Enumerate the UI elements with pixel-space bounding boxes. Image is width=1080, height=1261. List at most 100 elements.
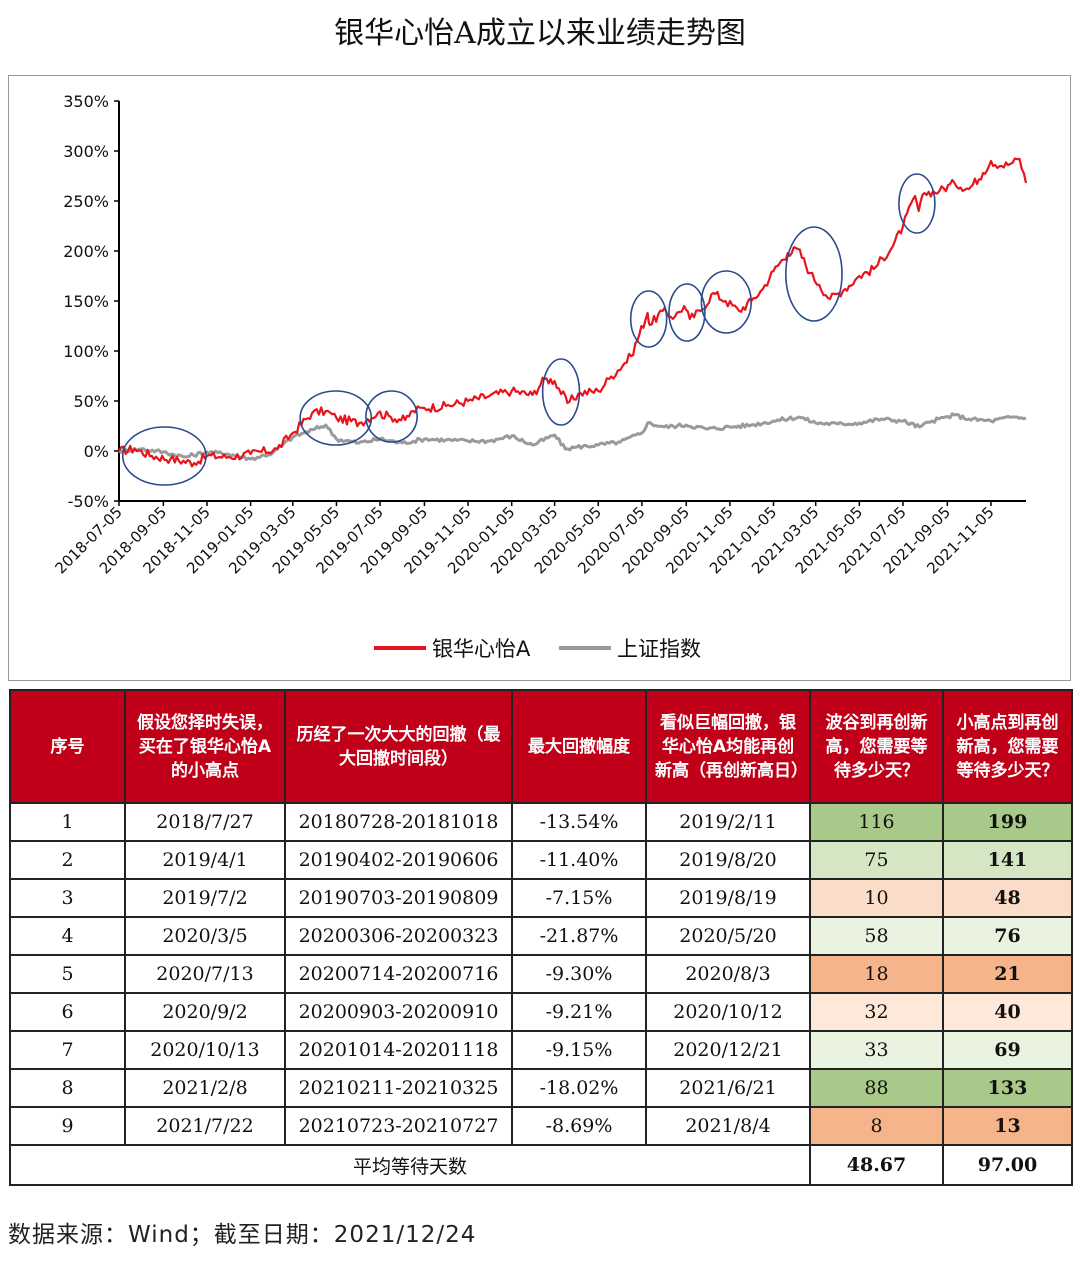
cell-period: 20210723-20210727 [284,1106,513,1146]
drawdown-highlight-ellipse [365,390,418,443]
table-row: 5 2020/7/13 20200714-20200716 -9.30% 2020/8/… [9,954,1073,994]
y-tick-label: 300% [63,142,109,161]
cell-date: 2019/4/1 [124,840,286,880]
cell-period: 20201014-20201118 [284,1030,513,1070]
cell-peak-days: 69 [942,1030,1073,1070]
source-note: 数据来源：Wind；截至日期：2021/12/24 [8,1222,477,1248]
y-tick-label: 0% [84,442,109,461]
drawdown-highlight-ellipse [629,290,668,348]
cell-drawdown: -9.21% [511,992,647,1032]
header-cell-3: 最大回撤幅度 [511,689,647,804]
series-line-shanghai-index [118,412,1027,462]
cell-new-high: 2019/8/20 [645,840,811,880]
y-tick-label: -50% [68,492,109,511]
performance-line-chart: 350%300%250%200%150%100%50%0%-50%2018-07… [51,92,1028,661]
cell-trough-days: 33 [809,1030,944,1070]
average-row: 平均等待天数 48.67 97.00 [9,1144,1073,1186]
y-tick-label: 350% [63,92,109,111]
series-line-yinhua [118,157,1028,468]
drawdown-table: 序号 假设您择时失误，买在了银华心怡A的小高点 历经了一次大大的回撤（最大回撤时间段… [9,689,1073,1186]
average-label: 平均等待天数 [9,1144,811,1186]
cell-period: 20190703-20190809 [284,878,513,918]
cell-trough-days: 75 [809,840,944,880]
drawdown-highlight-ellipse [121,426,207,486]
cell-period: 20190402-20190606 [284,840,513,880]
cell-peak-days: 133 [942,1068,1073,1108]
legend-label-shanghai-index: 上证指数 [617,637,701,661]
cell-peak-days: 40 [942,992,1073,1032]
cell-date: 2020/3/5 [124,916,286,956]
cell-peak-days: 13 [942,1106,1073,1146]
cell-drawdown: -13.54% [511,802,647,842]
cell-peak-days: 21 [942,954,1073,994]
cell-trough-days: 32 [809,992,944,1032]
cell-no: 3 [9,878,126,918]
page-title: 银华心怡A成立以来业绩走势图 [334,16,746,51]
average-peak-days: 97.00 [942,1144,1073,1186]
y-tick-label: 50% [73,392,109,411]
cell-no: 9 [9,1106,126,1146]
drawdown-table-container: 序号 假设您择时失误，买在了银华心怡A的小高点 历经了一次大大的回撤（最大回撤时间段… [9,689,1073,1186]
average-trough-days: 48.67 [809,1144,944,1186]
y-tick-label: 100% [63,342,109,361]
cell-trough-days: 8 [809,1106,944,1146]
header-cell-2: 历经了一次大大的回撤（最大回撤时间段） [284,689,513,804]
cell-date: 2018/7/27 [124,802,286,842]
cell-trough-days: 10 [809,878,944,918]
cell-trough-days: 88 [809,1068,944,1108]
cell-new-high: 2021/6/21 [645,1068,811,1108]
cell-new-high: 2020/8/3 [645,954,811,994]
cell-no: 4 [9,916,126,956]
table-row: 3 2019/7/2 20190703-20190809 -7.15% 2019/8/1… [9,878,1073,918]
cell-trough-days: 116 [809,802,944,842]
cell-period: 20200903-20200910 [284,992,513,1032]
cell-period: 20210211-20210325 [284,1068,513,1108]
cell-date: 2019/7/2 [124,878,286,918]
cell-trough-days: 58 [809,916,944,956]
cell-drawdown: -18.02% [511,1068,647,1108]
table-row: 4 2020/3/5 20200306-20200323 -21.87% 2020/5/… [9,916,1073,956]
cell-new-high: 2020/5/20 [645,916,811,956]
cell-peak-days: 199 [942,802,1073,842]
y-tick-label: 200% [63,242,109,261]
cell-period: 20200714-20200716 [284,954,513,994]
table-row: 8 2021/2/8 20210211-20210325 -18.02% 2021/6/… [9,1068,1073,1108]
drawdown-highlight-ellipse [898,173,936,234]
cell-no: 2 [9,840,126,880]
cell-no: 8 [9,1068,126,1108]
cell-new-high: 2019/8/19 [645,878,811,918]
cell-drawdown: -9.30% [511,954,647,994]
cell-drawdown: -7.15% [511,878,647,918]
cell-period: 20180728-20181018 [284,802,513,842]
table-header-row: 序号 假设您择时失误，买在了银华心怡A的小高点 历经了一次大大的回撤（最大回撤时间段… [9,689,1073,804]
table-row: 2 2019/4/1 20190402-20190606 -11.40% 2019/8/… [9,840,1073,880]
cell-period: 20200306-20200323 [284,916,513,956]
table-row: 1 2018/7/27 20180728-20181018 -13.54% 2019/2… [9,802,1073,842]
cell-no: 6 [9,992,126,1032]
header-cell-5: 波谷到再创新高，您需要等待多少天？ [809,689,944,804]
cell-date: 2020/7/13 [124,954,286,994]
cell-new-high: 2021/8/4 [645,1106,811,1146]
cell-date: 2021/7/22 [124,1106,286,1146]
chart-panel: 350% 300% 250% 200% 150% 100% 50% 0% -50% 2018-07… [8,75,1071,681]
drawdown-highlight-ellipse [299,390,373,446]
cell-date: 2020/10/13 [124,1030,286,1070]
cell-peak-days: 141 [942,840,1073,880]
cell-new-high: 2019/2/11 [645,802,811,842]
header-cell-0: 序号 [9,689,126,804]
cell-no: 1 [9,802,126,842]
cell-drawdown: -11.40% [511,840,647,880]
y-tick-label: 150% [63,292,109,311]
cell-trough-days: 18 [809,954,944,994]
table-row: 9 2021/7/22 20210723-20210727 -8.69% 2021/8/… [9,1106,1073,1146]
table-row: 6 2020/9/2 20200903-20200910 -9.21% 2020/10/… [9,992,1073,1032]
drawdown-highlight-ellipse [668,283,706,342]
header-cell-6: 小高点到再创新高，您需要等待多少天？ [942,689,1073,804]
y-tick-label: 250% [63,192,109,211]
cell-date: 2021/2/8 [124,1068,286,1108]
cell-drawdown: -9.15% [511,1030,647,1070]
cell-peak-days: 48 [942,878,1073,918]
cell-new-high: 2020/12/21 [645,1030,811,1070]
header-cell-4: 看似巨幅回撤，银华心怡A均能再创新高（再创新高日） [645,689,811,804]
cell-new-high: 2020/10/12 [645,992,811,1032]
